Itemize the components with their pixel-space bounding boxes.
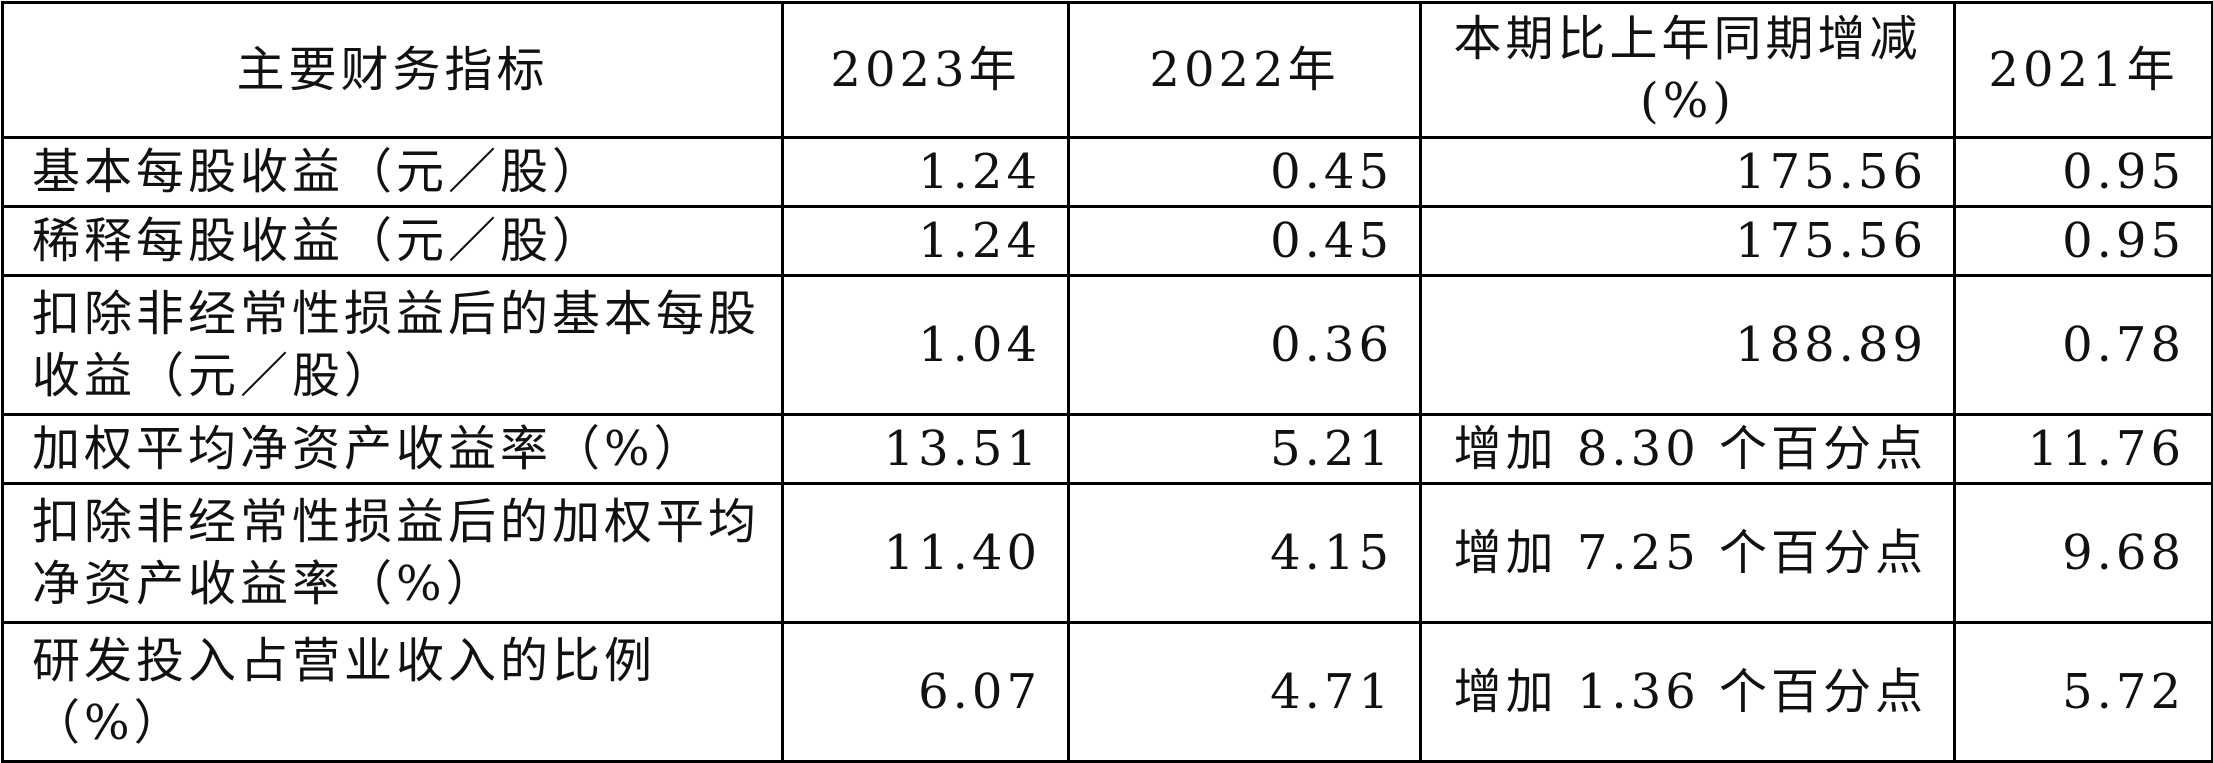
value-cell: 175.56 <box>1419 205 1956 277</box>
header-cell: 本期比上年同期增减(%) <box>1419 1 1956 139</box>
row-label: 基本每股收益（元／股） <box>1 136 784 208</box>
value-cell: 4.71 <box>1067 621 1422 763</box>
row-label: 研发投入占营业收入的比例（%） <box>1 621 784 763</box>
value-cell: 增加 8.30 个百分点 <box>1419 413 1956 485</box>
value-cell: 0.36 <box>1067 274 1422 416</box>
value-cell: 0.95 <box>1953 205 2213 277</box>
header-cell: 主要财务指标 <box>1 1 784 139</box>
value-cell: 0.45 <box>1067 136 1422 208</box>
value-cell: 1.24 <box>781 136 1070 208</box>
row-label: 扣除非经常性损益后的基本每股收益（元／股） <box>1 274 784 416</box>
data-row: 基本每股收益（元／股） 1.24 0.45 175.56 0.95 <box>1 136 2213 208</box>
value-cell: 1.04 <box>781 274 1070 416</box>
data-row: 稀释每股收益（元／股） 1.24 0.45 175.56 0.95 <box>1 205 2213 277</box>
value-cell: 增加 1.36 个百分点 <box>1419 621 1956 763</box>
data-row: 扣除非经常性损益后的加权平均净资产收益率（%） 11.40 4.15 增加 7.25 … <box>1 482 2213 624</box>
header-cell: 2023年 <box>781 1 1070 139</box>
value-cell: 0.95 <box>1953 136 2213 208</box>
header-row: 主要财务指标 2023年 2022年 本期比上年同期增减(%) 2021年 <box>1 1 2213 139</box>
value-cell: 11.40 <box>781 482 1070 624</box>
value-cell: 4.15 <box>1067 482 1422 624</box>
row-label: 加权平均净资产收益率（%） <box>1 413 784 485</box>
value-cell: 9.68 <box>1953 482 2213 624</box>
data-row: 研发投入占营业收入的比例（%） 6.07 4.71 增加 1.36 个百分点 5.72 <box>1 621 2213 763</box>
value-cell: 0.45 <box>1067 205 1422 277</box>
value-cell: 175.56 <box>1419 136 1956 208</box>
value-cell: 增加 7.25 个百分点 <box>1419 482 1956 624</box>
row-label: 扣除非经常性损益后的加权平均净资产收益率（%） <box>1 482 784 624</box>
data-row: 扣除非经常性损益后的基本每股收益（元／股） 1.04 0.36 188.89 0.78 <box>1 274 2213 416</box>
value-cell: 1.24 <box>781 205 1070 277</box>
value-cell: 11.76 <box>1953 413 2213 485</box>
value-cell: 0.78 <box>1953 274 2213 416</box>
header-cell: 2022年 <box>1067 1 1422 139</box>
header-cell: 2021年 <box>1953 1 2213 139</box>
value-cell: 188.89 <box>1419 274 1956 416</box>
value-cell: 6.07 <box>781 621 1070 763</box>
value-cell: 13.51 <box>781 413 1070 485</box>
value-cell: 5.72 <box>1953 621 2213 763</box>
row-label: 稀释每股收益（元／股） <box>1 205 784 277</box>
data-row: 加权平均净资产收益率（%） 13.51 5.21 增加 8.30 个百分点 11.76 <box>1 413 2213 485</box>
value-cell: 5.21 <box>1067 413 1422 485</box>
